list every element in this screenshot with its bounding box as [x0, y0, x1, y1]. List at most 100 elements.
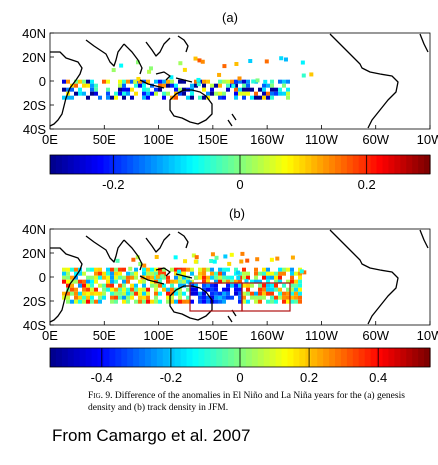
- anomaly-cell: [246, 271, 250, 276]
- anomaly-cell: [114, 95, 118, 100]
- anomaly-cell: [226, 279, 230, 284]
- anomaly-cell: [278, 287, 282, 292]
- anomaly-cell: [278, 295, 282, 300]
- anomaly-cell: [214, 287, 218, 292]
- anomaly-cell: [102, 291, 106, 296]
- anomaly-cell: [166, 83, 170, 88]
- colorbar-a-swatch: [156, 155, 164, 174]
- anomaly-cell: [202, 271, 207, 276]
- colorbar-b-swatch: [234, 348, 241, 367]
- panel-a-map: [49, 32, 431, 130]
- colorbar-a-swatch: [61, 155, 69, 174]
- colorbar-a-swatch: [198, 155, 205, 174]
- anomaly-cell: [166, 91, 170, 96]
- colorbar-a-swatch: [376, 155, 384, 174]
- anomaly-cell: [230, 283, 234, 288]
- anomaly-cell: [279, 56, 284, 61]
- anomaly-cell: [114, 267, 118, 272]
- colorbar-b-swatch: [388, 348, 395, 367]
- anomaly-cell: [238, 291, 242, 296]
- anomaly-cell: [130, 291, 134, 296]
- anomaly-cell: [126, 299, 130, 304]
- lon-tick-b-7: 10W: [417, 328, 438, 343]
- anomaly-cell: [62, 295, 66, 300]
- caption-text: Difference of the anomalies in El Niño a…: [88, 391, 405, 413]
- anomaly-cell: [158, 275, 162, 280]
- coast-indonesia-a: [139, 71, 193, 89]
- anomaly-cell: [98, 95, 102, 100]
- anomaly-cell: [202, 291, 206, 296]
- anomaly-cell: [74, 267, 78, 272]
- anomaly-cell: [94, 275, 98, 280]
- anomaly-cell: [214, 291, 218, 296]
- anomaly-cell: [134, 287, 138, 292]
- anomaly-cell: [142, 287, 146, 292]
- anomaly-cell: [218, 299, 222, 304]
- anomaly-cell: [147, 69, 152, 74]
- lat-tick-a-2: 0: [39, 74, 46, 89]
- anomaly-cell: [246, 283, 250, 288]
- anomaly-cell: [110, 291, 114, 296]
- anomaly-cell: [262, 91, 266, 96]
- figure-caption: Fig. 9. Difference of the anomalies in E…: [88, 390, 408, 414]
- anomaly-cell: [122, 87, 126, 92]
- anomaly-cell: [74, 271, 78, 276]
- anomaly-cell: [186, 295, 190, 300]
- anomaly-cell: [130, 79, 134, 84]
- anomaly-cell: [62, 95, 66, 100]
- colorbar-a-swatch: [115, 155, 122, 174]
- anomaly-cell: [218, 95, 222, 100]
- anomaly-cell: [118, 271, 122, 276]
- panel-a-label: (a): [222, 10, 238, 25]
- coast-india-b: [85, 235, 125, 263]
- anomaly-cell: [286, 291, 290, 296]
- anomaly-cell: [190, 291, 194, 296]
- anomaly-cell: [274, 87, 278, 92]
- anomaly-cell: [178, 287, 182, 292]
- colorbar-b-swatch: [228, 348, 235, 367]
- coast-japan-a: [177, 35, 189, 53]
- anomaly-cell: [270, 287, 274, 292]
- anomaly-cell: [174, 87, 178, 92]
- anomaly-cell: [174, 95, 178, 100]
- anomaly-cell: [126, 271, 130, 276]
- anomaly-cell: [254, 279, 258, 284]
- anomaly-cell: [90, 87, 94, 92]
- anomaly-cell: [114, 275, 118, 280]
- anomaly-cell: [86, 267, 90, 272]
- colorbar-a-swatch: [293, 155, 300, 174]
- anomaly-cell: [214, 91, 218, 96]
- colorbar-b-swatch: [269, 348, 277, 367]
- anomaly-cell: [182, 79, 186, 84]
- anomaly-cell: [114, 295, 118, 300]
- coast-americas-b: [329, 229, 399, 325]
- lon-tick-b-0: 0E: [42, 328, 58, 343]
- anomaly-cell: [66, 295, 70, 300]
- anomaly-cell: [222, 91, 226, 96]
- anomaly-cell: [258, 271, 262, 276]
- anomaly-cell: [240, 251, 245, 256]
- anomaly-cell: [234, 287, 238, 292]
- anomaly-cell: [154, 254, 159, 259]
- colorbar-b-swatch: [287, 348, 295, 367]
- anomaly-cell: [237, 76, 242, 81]
- anomaly-cell: [206, 279, 210, 284]
- colorbar-b-swatch: [340, 348, 348, 367]
- anomaly-cell: [262, 295, 266, 300]
- anomaly-cell: [162, 271, 166, 276]
- anomaly-cell: [134, 271, 138, 276]
- anomaly-cell: [266, 283, 270, 288]
- anomaly-cell: [258, 291, 262, 296]
- anomaly-cell: [142, 267, 146, 272]
- anomaly-cell: [238, 279, 242, 284]
- anomaly-cell: [122, 279, 126, 284]
- anomaly-cell: [86, 83, 90, 88]
- anomaly-cell: [182, 271, 186, 276]
- anomaly-cell: [102, 275, 106, 280]
- anomaly-cell: [250, 279, 254, 284]
- anomaly-cell: [122, 267, 126, 272]
- anomaly-cell: [282, 83, 286, 88]
- colorbar-b-swatch: [311, 348, 318, 367]
- anomaly-cell: [150, 275, 154, 280]
- anomaly-cell: [234, 95, 238, 100]
